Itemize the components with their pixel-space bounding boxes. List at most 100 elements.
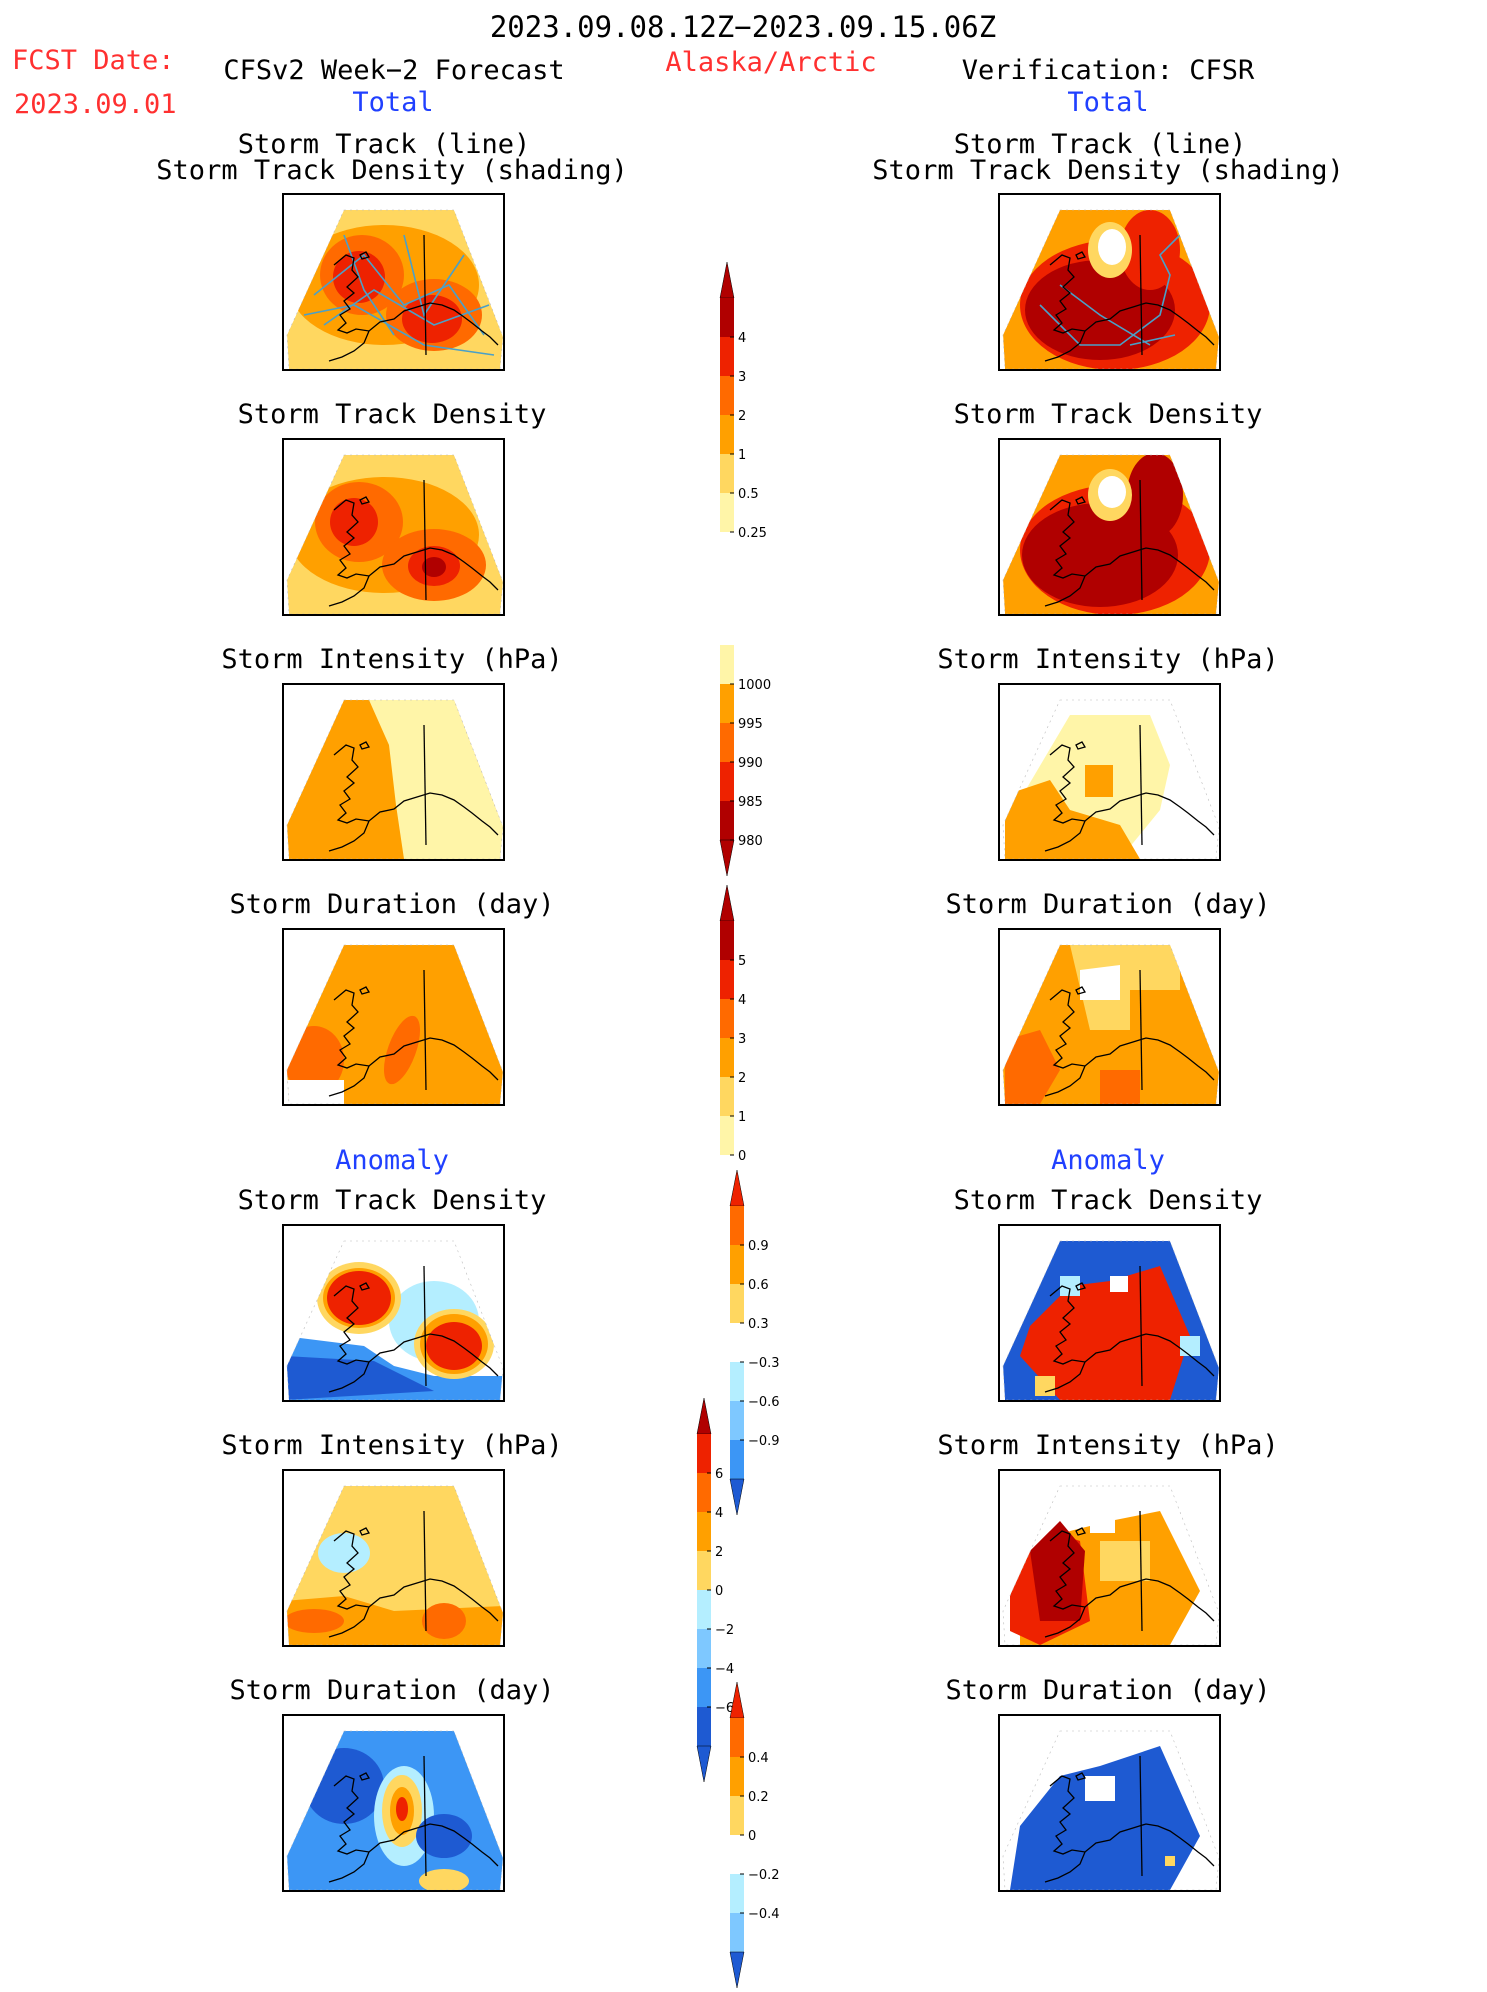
left-anom-duration-title: Storm Duration (day) (229, 1675, 555, 1706)
coastline (328, 479, 499, 607)
colorbar-tick-label: −4 (715, 1662, 734, 1677)
colorbar-tick-label: 5 (738, 954, 746, 969)
right-column-title: Verification: CFSR (961, 55, 1255, 86)
right-density-title: Storm Track Density (953, 399, 1263, 430)
colorbar-tick-label: 0.5 (738, 487, 759, 502)
map-panel-fcst-anom-intensity (282, 1469, 505, 1647)
shaded-region (383, 1015, 421, 1085)
shaded-region (1020, 1266, 1190, 1400)
colorbar-segment (730, 1757, 744, 1796)
colorbar-anom-density: 0.9 0.6 0.3 −0.3 −0.6 −0.9 (729, 1169, 810, 1519)
shaded-region (396, 1797, 408, 1821)
colorbar-tick-label: 0 (715, 1584, 723, 1599)
left-anom-density-title: Storm Track Density (237, 1185, 547, 1216)
map-panel-cfsr-anom-duration (998, 1714, 1221, 1892)
shaded-region (1080, 965, 1120, 1000)
colorbar-segment (720, 337, 734, 376)
colorbar-tick-label: 0 (738, 1149, 746, 1164)
colorbar-segment (697, 1668, 711, 1707)
colorbar-density: 4 3 2 1 0.5 0.25 (719, 261, 800, 541)
coastline (1044, 1510, 1215, 1638)
colorbar-tick-label: 0.6 (748, 1278, 769, 1293)
colorbar-segment (720, 1077, 734, 1116)
colorbar-tick-label: 0.2 (748, 1790, 769, 1805)
coastline (1044, 479, 1215, 607)
colorbar-segment (730, 1245, 744, 1284)
colorbar-segment (720, 1116, 734, 1155)
colorbar-bottom-arrow (719, 839, 735, 877)
right-anomaly-label: Anomaly (1051, 1145, 1165, 1176)
colorbar-segment (720, 454, 734, 493)
colorbar-segment (720, 999, 734, 1038)
colorbar-segment (730, 1440, 744, 1479)
shaded-region (1090, 1511, 1115, 1533)
colorbar-segment (720, 376, 734, 415)
coastline (1044, 234, 1215, 362)
colorbar-anom-intensity: 6 4 2 0 −2 −4 −6 (696, 1397, 777, 1786)
shaded-region (369, 700, 503, 859)
map-panel-cfsr-track (998, 193, 1221, 371)
right-total-label: Total (1067, 87, 1149, 118)
colorbar-segment (697, 1512, 711, 1551)
colorbar-tick-label: 980 (738, 834, 763, 849)
shaded-region (1180, 1336, 1200, 1356)
shaded-region (419, 1869, 469, 1890)
right-duration-title: Storm Duration (day) (945, 889, 1271, 920)
shaded-region (416, 1814, 472, 1858)
colorbar-segment (720, 493, 734, 532)
colorbar-segment (697, 1590, 711, 1629)
fcst-date-label: FCST Date: (12, 45, 175, 76)
coastline (1044, 969, 1215, 1097)
colorbar-top-arrow (729, 1169, 745, 1207)
coastline (1044, 1265, 1215, 1393)
colorbar-segment (730, 1401, 744, 1440)
colorbar-segment (730, 1913, 744, 1952)
shaded-region (1070, 945, 1180, 1030)
colorbar-segment (720, 723, 734, 762)
colorbar-tick-label: 2 (715, 1545, 723, 1560)
right-intensity-title: Storm Intensity (hPa) (937, 644, 1279, 675)
colorbar-tick-label: 995 (738, 717, 763, 732)
colorbar-duration: 5 4 3 2 1 0 (719, 884, 800, 1164)
shaded-region (1005, 1030, 1060, 1104)
colorbar-tick-label: 6 (715, 1467, 723, 1482)
colorbar-tick-label: 0.3 (748, 1317, 769, 1332)
colorbar-tick-label: 3 (738, 1032, 746, 1047)
colorbar-tick-label: 0 (748, 1829, 756, 1844)
left-density-title: Storm Track Density (237, 399, 547, 430)
colorbar-segment (720, 1038, 734, 1077)
map-panel-cfsr-density (998, 438, 1221, 616)
colorbar-segment (720, 960, 734, 999)
map-panel-fcst-density (282, 438, 505, 616)
map-panel-fcst-intensity (282, 683, 505, 861)
map-panel-fcst-duration (282, 928, 505, 1106)
shaded-region (1035, 1376, 1055, 1396)
map-panel-cfsr-anom-density (998, 1224, 1221, 1402)
colorbar-segment (730, 1362, 744, 1401)
coastline (328, 1510, 499, 1638)
map-panel-cfsr-intensity (998, 683, 1221, 861)
coastline (328, 724, 499, 852)
colorbar-bottom-arrow (729, 1951, 745, 1989)
left-track-line-title: Storm Track (line) (237, 129, 531, 160)
shaded-region (330, 498, 378, 546)
colorbar-bottom-arrow (729, 1478, 745, 1516)
shaded-region (327, 1271, 391, 1325)
colorbar-segment (730, 1323, 744, 1362)
shaded-region (422, 557, 446, 577)
left-anom-intensity-title: Storm Intensity (hPa) (221, 1430, 563, 1461)
right-track-line-title: Storm Track (line) (953, 129, 1247, 160)
colorbar-segment (730, 1284, 744, 1323)
shaded-region (1100, 1541, 1150, 1581)
colorbar-segment (730, 1796, 744, 1835)
colorbar-tick-label: 4 (715, 1506, 723, 1521)
coastline (1044, 724, 1215, 852)
left-column-title: CFSv2 Week−2 Forecast (223, 55, 565, 86)
shaded-region (1010, 1746, 1200, 1890)
coastline (328, 969, 499, 1097)
colorbar-segment (697, 1707, 711, 1746)
shaded-region (1098, 476, 1126, 508)
colorbar-segment (697, 1629, 711, 1668)
shaded-region (1098, 229, 1126, 265)
colorbar-tick-label: −0.6 (748, 1395, 780, 1410)
